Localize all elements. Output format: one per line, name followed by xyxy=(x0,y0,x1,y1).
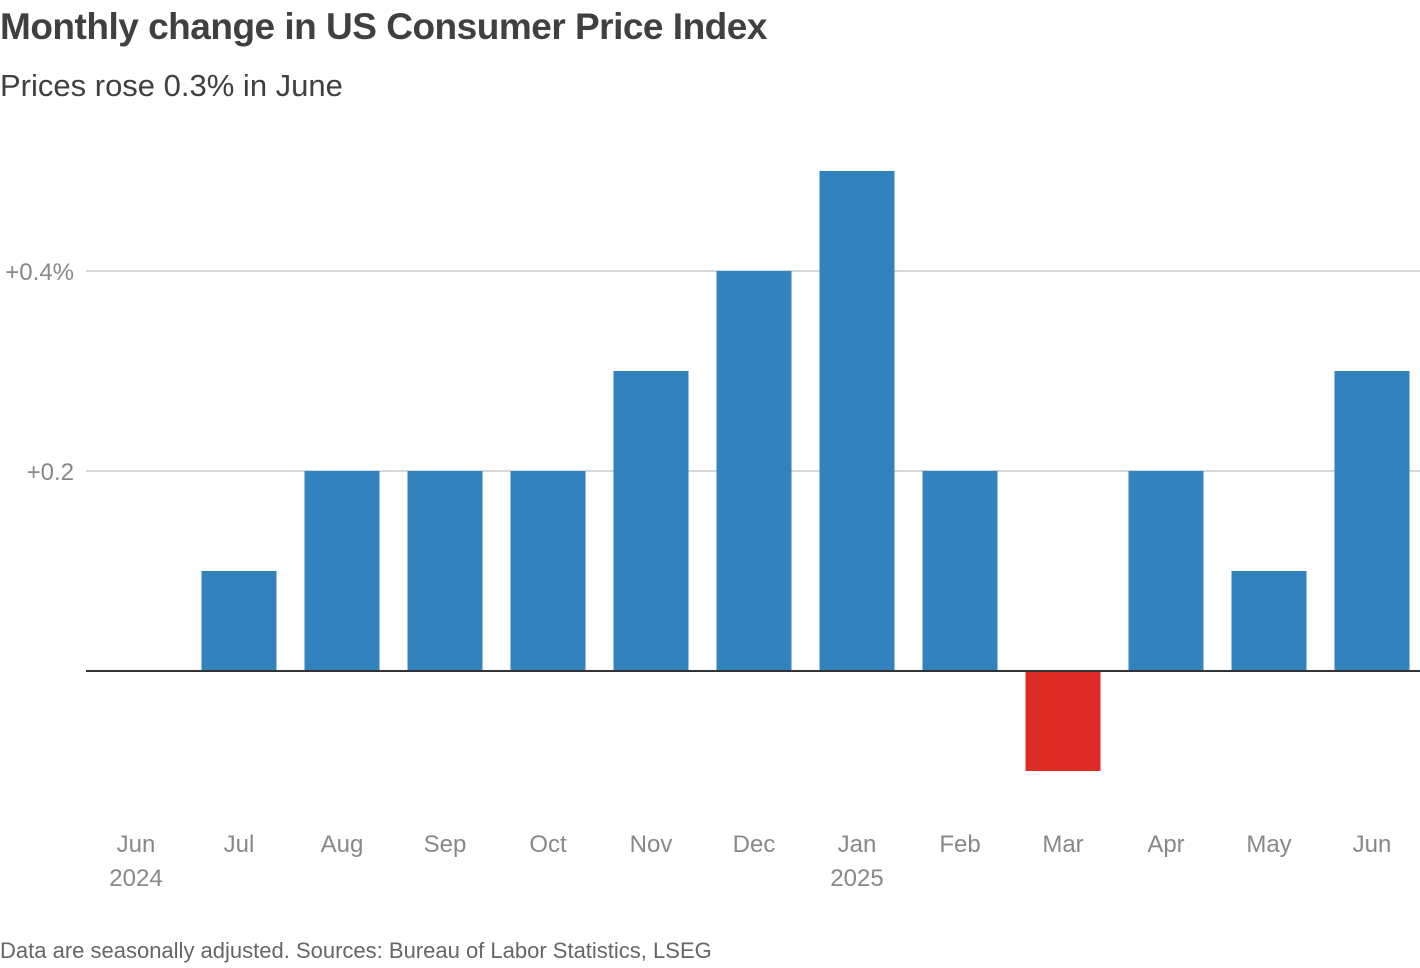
x-tick-label: Aug xyxy=(321,831,364,858)
bar-sep-3 xyxy=(407,471,483,671)
x-tick-label: Jun xyxy=(1353,831,1392,858)
x-tick-label: Oct xyxy=(529,831,567,858)
bar-jan-7 xyxy=(819,171,895,671)
x-tick-label: Nov xyxy=(630,831,673,858)
gridlines: +0.2 +0.4% xyxy=(5,259,1420,486)
source-note: Data are seasonally adjusted. Sources: B… xyxy=(0,938,712,963)
x-tick-label: Apr xyxy=(1147,831,1184,858)
chart-subtitle: Prices rose 0.3% in June xyxy=(0,68,343,103)
bar-feb-8 xyxy=(922,471,998,671)
bar-may-11 xyxy=(1231,571,1307,671)
y-tick-label: +0.2 xyxy=(27,459,74,486)
x-axis-labels: Jun 2024 Jul Aug Sep Oct Nov Dec Jan 2025 Feb Mar Ap… xyxy=(109,831,1391,892)
x-tick-label: Jul xyxy=(224,831,255,858)
bar-apr-10 xyxy=(1128,471,1204,671)
bars xyxy=(201,171,1410,771)
x-tick-label: Jan xyxy=(838,831,877,858)
x-tick-label: Sep xyxy=(424,831,467,858)
x-year-label: 2024 xyxy=(109,865,162,892)
bar-nov-5 xyxy=(613,371,689,671)
bar-aug-2 xyxy=(304,471,380,671)
bar-oct-4 xyxy=(510,471,586,671)
x-tick-label: Mar xyxy=(1042,831,1083,858)
bar-mar-9 xyxy=(1025,671,1101,771)
y-tick-label: +0.4% xyxy=(5,259,74,286)
x-tick-label: May xyxy=(1246,831,1291,858)
bar-dec-6 xyxy=(716,271,792,671)
x-tick-label: Jun xyxy=(117,831,156,858)
x-tick-label: Feb xyxy=(939,831,980,858)
chart-title: Monthly change in US Consumer Price Inde… xyxy=(0,6,767,47)
bar-jun-12 xyxy=(1334,371,1410,671)
x-tick-label: Dec xyxy=(733,831,776,858)
bar-jul-1 xyxy=(201,571,277,671)
x-year-label: 2025 xyxy=(830,865,883,892)
